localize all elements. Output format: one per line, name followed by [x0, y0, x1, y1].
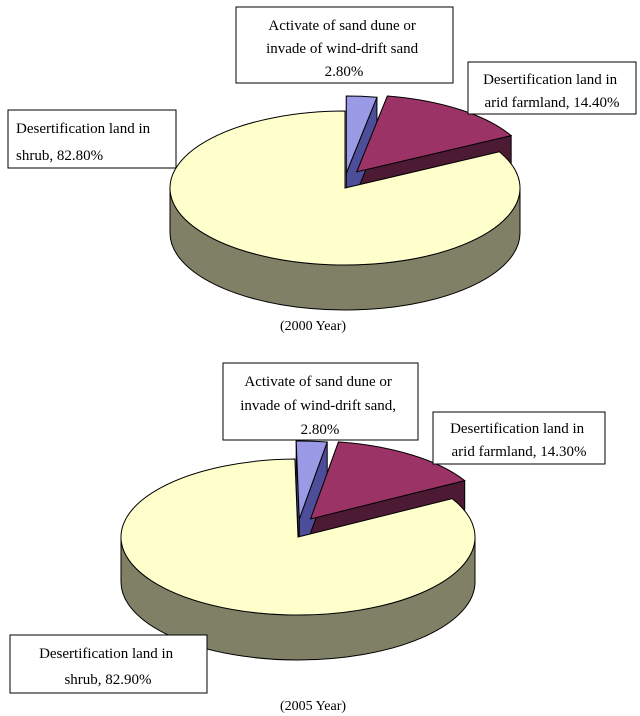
pie-slice-farm-2000: [355, 95, 513, 173]
label-box-shrub-2000: [7, 109, 177, 169]
pie-slice-shrub-2005: [120, 458, 476, 616]
label-sand-2005: Activate of sand dune or invade of wind-…: [240, 374, 400, 438]
caption-2005: (2005 Year): [280, 699, 346, 714]
pie-chart-2000: Activate of sand dune or invade of wind-…: [7, 6, 637, 334]
pie-slice-farm-2005: [309, 441, 466, 520]
label-box-shrub-2005: [9, 634, 208, 694]
label-farm-2005: Desertification land in arid farmland, 1…: [450, 421, 588, 460]
label-sand-2000: Activate of sand dune or invade of wind-…: [266, 18, 422, 80]
label-box-sand-2000: [235, 6, 454, 84]
pie-slice-sand-2000: [345, 95, 378, 174]
label-box-sand-2005: [222, 362, 419, 441]
label-box-farm-2000: [467, 61, 637, 115]
pie-2000: [169, 95, 521, 311]
label-shrub-2000: Desertification land in shrub, 82.80%: [16, 121, 154, 164]
pie-slice-sand-2005: [295, 440, 328, 520]
label-box-farm-2005: [432, 411, 606, 465]
label-farm-2000: Desertification land in arid farmland, 1…: [483, 72, 621, 111]
pie-chart-2005: Activate of sand dune or invade of wind-…: [9, 362, 606, 714]
label-shrub-2005: Desertification land in shrub, 82.90%: [39, 646, 177, 688]
caption-2000: (2000 Year): [280, 319, 346, 334]
pie-2005: [120, 440, 476, 661]
pie-slice-shrub-2000: [169, 110, 521, 266]
